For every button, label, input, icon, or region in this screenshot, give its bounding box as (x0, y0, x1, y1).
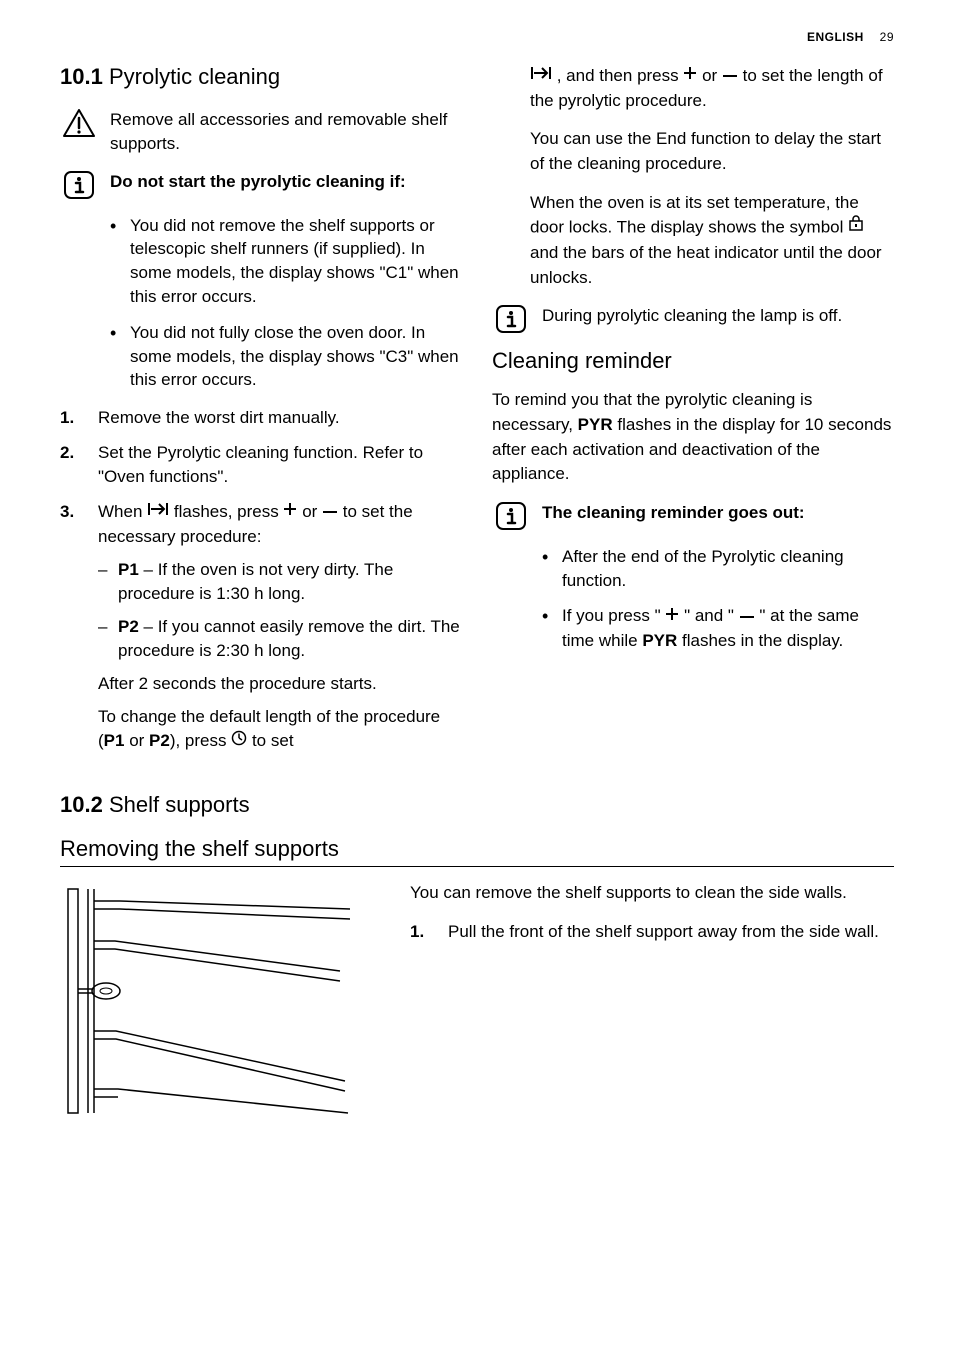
steps-list: Remove the worst dirt manually. Set the … (60, 406, 462, 754)
shelf-supports-figure (60, 881, 360, 1126)
header-page-number: 29 (880, 30, 894, 44)
change-part: or (124, 731, 149, 750)
goes-out-heading: The cleaning reminder goes out: (542, 501, 894, 525)
plus-icon (683, 63, 697, 88)
cont-part: , and then press (552, 66, 683, 85)
step3-part: or (297, 502, 322, 521)
step3-part: When (98, 502, 147, 521)
step-item: Pull the front of the shelf support away… (410, 920, 894, 945)
go-b2-part: " and " (679, 606, 738, 625)
section-10-1-title: 10.1 Pyrolytic cleaning (60, 64, 462, 90)
sublist-item: P1 – If the oven is not very dirty. The … (98, 558, 462, 607)
step3-part: flashes, press (169, 502, 283, 521)
sublist-item: P2 – If you cannot easily remove the dir… (98, 615, 462, 664)
plus-icon (283, 499, 297, 524)
bullet-item: You did not remove the shelf supports or… (110, 214, 462, 309)
change-default: To change the default length of the proc… (98, 705, 462, 754)
warning-icon (60, 108, 98, 138)
procedure-sublist: P1 – If the oven is not very dirty. The … (98, 558, 462, 665)
cleaning-reminder-title: Cleaning reminder (492, 348, 894, 374)
header-language: ENGLISH (807, 30, 864, 44)
info-icon (492, 304, 530, 334)
change-p2: P2 (149, 731, 170, 750)
lamp-text: During pyrolytic cleaning the lamp is of… (542, 304, 894, 328)
minus-icon (739, 604, 755, 628)
step-item: When flashes, press or to set the necess… (60, 500, 462, 754)
lock-para: When the oven is at its set temperature,… (492, 191, 894, 291)
bullet-item: You did not fully close the oven door. I… (110, 321, 462, 392)
lock-part: When the oven is at its set temperature,… (530, 193, 859, 237)
lock-part: and the bars of the heat indicator until… (530, 243, 882, 287)
section-number: 10.2 (60, 792, 103, 817)
lock-icon (848, 214, 864, 240)
section-10-2: 10.2 Shelf supports Removing the shelf s… (60, 792, 894, 1126)
info-row-1: Do not start the pyrolytic cleaning if: (60, 170, 462, 200)
info-icon (492, 501, 530, 531)
step-item: Set the Pyrolytic cleaning function. Ref… (60, 441, 462, 490)
columns: 10.1 Pyrolytic cleaning Remove all acces… (60, 64, 894, 768)
minus-icon (322, 499, 338, 524)
goes-out-row: The cleaning reminder goes out: (492, 501, 894, 531)
cont-part: or (697, 66, 722, 85)
step-item: Remove the worst dirt manually. (60, 406, 462, 431)
goes-out-bullets: After the end of the Pyrolytic cleaning … (542, 545, 894, 653)
go-b2-pyr: PYR (642, 631, 677, 650)
warning-row: Remove all accessories and removable she… (60, 108, 462, 156)
lamp-info-row: During pyrolytic cleaning the lamp is of… (492, 304, 894, 334)
plus-icon (665, 604, 679, 628)
clock-icon (231, 729, 247, 754)
p1-desc: – If the oven is not very dirty. The pro… (118, 560, 393, 604)
arrow-icon (147, 499, 169, 524)
end-function: You can use the End function to delay th… (492, 127, 894, 176)
page-header: ENGLISH 29 (60, 30, 894, 44)
cont-from-left: , and then press or to set the length of… (492, 64, 894, 113)
reminder-pyr: PYR (578, 415, 613, 434)
info-bullets: You did not remove the shelf supports or… (110, 214, 462, 393)
right-column: , and then press or to set the length of… (492, 64, 894, 768)
p2-desc: – If you cannot easily remove the dirt. … (118, 617, 460, 661)
go-b2-part: flashes in the display. (677, 631, 843, 650)
reminder-para: To remind you that the pyrolytic cleanin… (492, 388, 894, 487)
go-b2-part: If you press " (562, 606, 665, 625)
lower-row: You can remove the shelf supports to cle… (60, 881, 894, 1126)
info-icon (60, 170, 98, 200)
bullet-item: If you press " " and " " at the same tim… (542, 604, 894, 652)
after-2-sec: After 2 seconds the procedure starts. (98, 672, 462, 697)
shelf-steps: Pull the front of the shelf support away… (410, 920, 894, 945)
section-number: 10.1 (60, 64, 103, 89)
minus-icon (722, 63, 738, 88)
change-part: ), press (170, 731, 231, 750)
info-heading: Do not start the pyrolytic cleaning if: (110, 170, 462, 194)
arrow-icon (530, 63, 552, 88)
left-column: 10.1 Pyrolytic cleaning Remove all acces… (60, 64, 462, 768)
p1-label: P1 (118, 560, 139, 579)
removing-title: Removing the shelf supports (60, 836, 894, 867)
section-name: Pyrolytic cleaning (109, 64, 280, 89)
change-p1: P1 (104, 731, 125, 750)
shelf-text: You can remove the shelf supports to cle… (410, 881, 894, 906)
bullet-item: After the end of the Pyrolytic cleaning … (542, 545, 894, 593)
change-part: to set (247, 731, 293, 750)
section-name: Shelf supports (109, 792, 250, 817)
lower-text: You can remove the shelf supports to cle… (410, 881, 894, 1126)
p2-label: P2 (118, 617, 139, 636)
warning-text: Remove all accessories and removable she… (110, 108, 462, 156)
section-10-2-title: 10.2 Shelf supports (60, 792, 894, 818)
